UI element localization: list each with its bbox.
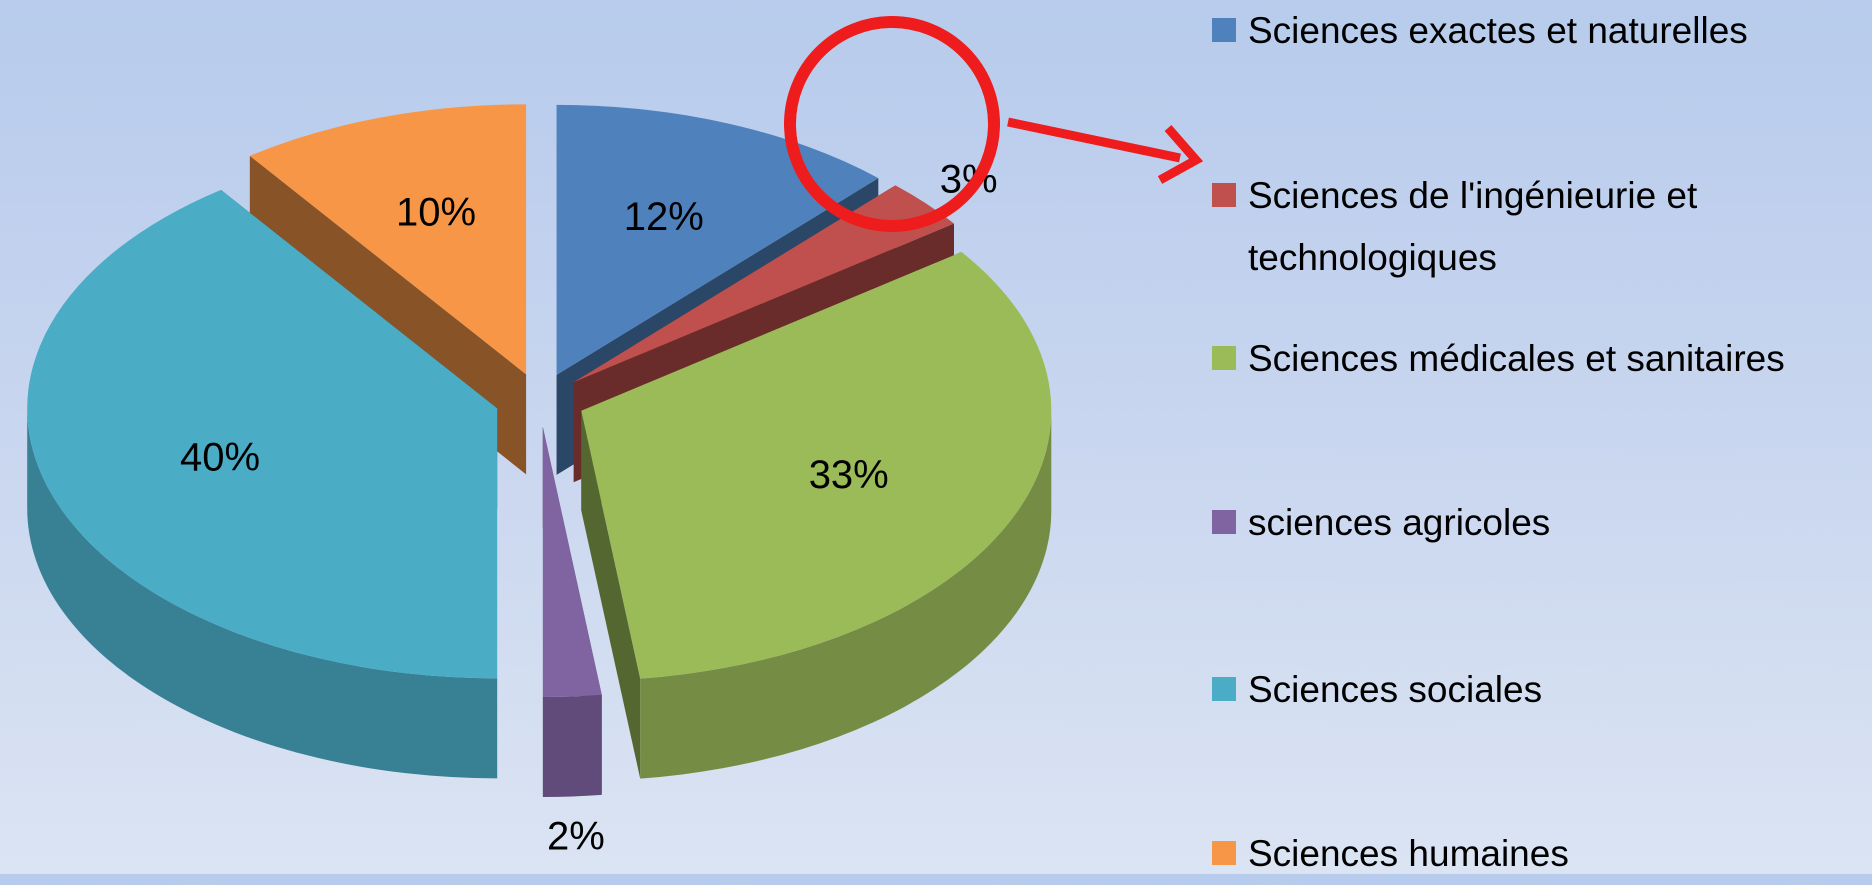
legend-swatch [1212, 183, 1236, 207]
data-label: 40% [180, 436, 260, 480]
slice-outer-wall [27, 408, 498, 779]
legend-label: Sciences exactes et naturelles [1248, 10, 1748, 51]
data-label: 33% [809, 453, 889, 497]
data-label: 10% [396, 191, 476, 235]
slice-side [581, 410, 641, 779]
legend-label: Sciences de l'ingénieurie et technologiq… [1248, 175, 1698, 278]
legend-label: Sciences humaines [1248, 833, 1569, 874]
legend-swatch [1212, 841, 1236, 865]
slice-top [249, 104, 527, 375]
legend-item: Sciences de l'ingénieurie et technologiq… [1212, 165, 1862, 289]
slice-top [27, 189, 498, 679]
legend-label: sciences agricoles [1248, 502, 1551, 543]
arrow-shaft [1007, 117, 1181, 163]
legend-label: Sciences sociales [1248, 669, 1543, 710]
pie-slice [542, 426, 602, 797]
legend-swatch [1212, 677, 1236, 701]
legend-item: Sciences sociales [1212, 659, 1862, 721]
legend-swatch [1212, 510, 1236, 534]
legend-item: Sciences médicales et sanitaires [1212, 328, 1862, 390]
arrow-head [1157, 125, 1204, 184]
data-label: 2% [547, 814, 605, 858]
slice-top [581, 252, 1052, 679]
legend-item: Sciences humaines [1212, 823, 1862, 885]
slice-outer-wall [542, 694, 602, 797]
legend-item: Sciences exactes et naturelles [1212, 0, 1862, 62]
data-labels: 12%3%33%2%40%10% [180, 158, 997, 859]
data-label: 12% [624, 195, 704, 239]
pie [27, 104, 1052, 797]
pie-slice [581, 252, 1052, 779]
legend-swatch [1212, 346, 1236, 370]
legend-label: Sciences médicales et sanitaires [1248, 338, 1785, 379]
slice-outer-wall [640, 410, 1052, 779]
legend-item: sciences agricoles [1212, 492, 1862, 554]
highlight-circle [784, 16, 1000, 232]
slice-top [573, 185, 954, 383]
slice-top [542, 426, 602, 697]
legend-swatch [1212, 18, 1236, 42]
pie-slice [27, 189, 498, 779]
